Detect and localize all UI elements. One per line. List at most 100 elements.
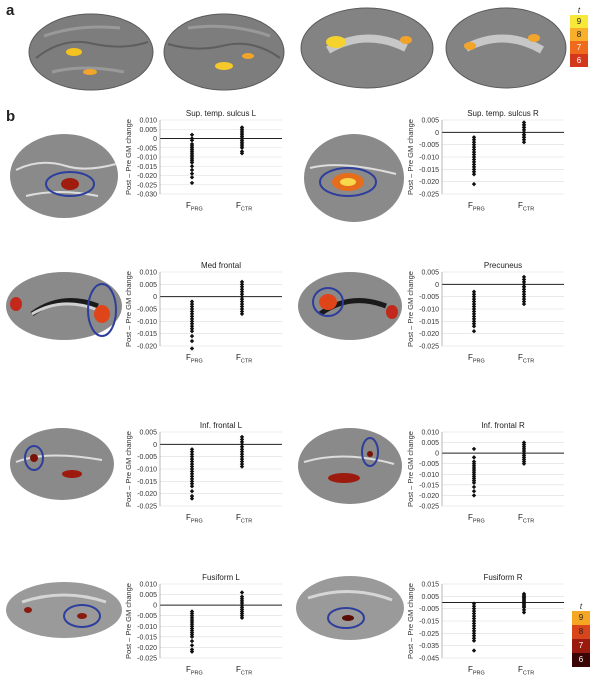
data-point-ctr [521, 294, 527, 299]
data-point-prg [471, 489, 477, 494]
y-tick-label: -0.020 [419, 493, 439, 500]
data-point-ctr [521, 461, 527, 466]
data-point-ctr [239, 461, 245, 467]
colorbar-top-cell-6: 6 [570, 54, 588, 67]
data-point-prg [471, 304, 477, 309]
data-point-ctr [521, 135, 527, 140]
data-point-ctr [521, 607, 527, 613]
data-point-prg [189, 301, 195, 307]
data-point-prg [471, 616, 477, 621]
plot-title: Inf. frontal R [481, 421, 525, 430]
scatter-plot-med-frontal: Med frontal 0.010 0.005 0 -0.005 -0.010 -0.015… [124, 261, 282, 365]
y-tick-label: -0.005 [137, 454, 157, 461]
data-point-ctr [239, 294, 245, 299]
panel-label-b: b [6, 108, 16, 125]
data-point-prg [189, 316, 195, 322]
y-tick-label: 0.005 [139, 592, 157, 599]
data-point-ctr [521, 120, 527, 125]
y-axis-label: Post – Pre GM change [406, 271, 415, 347]
y-tick-label: 0.005 [139, 430, 157, 437]
y-axis-label: Post – Pre GM change [406, 583, 415, 659]
colorbar-top-cell-7: 7 [570, 41, 588, 54]
x-tick-label-prg: FPRG [468, 201, 485, 213]
y-tick-label: 0.005 [421, 594, 439, 601]
data-point-ctr [521, 279, 527, 285]
y-tick-label: -0.010 [137, 624, 157, 631]
y-tick-label: -0.030 [137, 192, 157, 199]
data-point-prg [471, 306, 477, 312]
y-tick-label: -0.025 [137, 504, 157, 511]
data-point-ctr [521, 296, 527, 302]
y-tick-label: -0.025 [419, 344, 439, 351]
y-tick-label: -0.020 [137, 173, 157, 180]
data-point-prg [471, 167, 477, 172]
y-tick-label: -0.020 [419, 331, 439, 338]
data-point-prg [471, 137, 477, 142]
data-point-prg [471, 636, 477, 641]
data-point-ctr [239, 434, 245, 440]
y-tick-label: -0.015 [419, 167, 439, 174]
y-tick-label: -0.010 [419, 155, 439, 162]
data-point-prg [471, 314, 477, 319]
y-tick-label: -0.015 [137, 331, 157, 338]
data-point-ctr [521, 274, 527, 280]
y-tick-label: -0.025 [419, 192, 439, 199]
data-point-prg [189, 314, 195, 319]
data-point-prg [189, 346, 195, 351]
data-point-prg [471, 321, 477, 326]
y-tick-label: -0.010 [419, 472, 439, 479]
y-tick-label: 0 [435, 130, 439, 137]
x-tick-label-ctr: FCTR [236, 513, 252, 525]
data-point-prg [471, 292, 477, 297]
data-point-prg [189, 333, 195, 339]
brain-slice-med-frontal [6, 272, 122, 340]
y-tick-label: -0.005 [137, 307, 157, 314]
y-axis-label: Post – Pre GM change [124, 583, 133, 659]
y-tick-label: 0 [153, 603, 157, 610]
data-point-prg [471, 311, 477, 317]
data-point-prg [471, 159, 477, 165]
data-point-prg [189, 461, 195, 467]
y-tick-label: -0.025 [419, 631, 439, 638]
data-point-ctr [521, 137, 527, 142]
brain-slice-fusiform-r [296, 576, 404, 640]
data-point-prg [189, 132, 195, 137]
data-point-ctr [239, 301, 245, 307]
x-tick-label-prg: FPRG [186, 201, 203, 213]
data-point-prg [471, 142, 477, 147]
data-point-ctr [239, 151, 245, 156]
y-tick-label: 0.005 [421, 270, 439, 277]
x-tick-label-prg: FPRG [186, 665, 203, 677]
data-point-ctr [521, 301, 527, 307]
y-tick-label: 0.015 [421, 582, 439, 589]
data-point-prg [189, 464, 195, 469]
y-tick-label: -0.010 [137, 467, 157, 474]
plot-title: Precuneus [484, 261, 522, 270]
data-point-prg [189, 496, 195, 501]
data-point-ctr [239, 309, 245, 314]
x-tick-label-prg: FPRG [186, 353, 203, 365]
data-point-prg [189, 309, 195, 314]
data-point-prg [471, 455, 477, 460]
data-point-prg [471, 140, 477, 145]
scatter-plot-precuneus: Precuneus 0.005 0 -0.005 -0.010 -0.015 -0.020 -… [406, 261, 564, 365]
y-tick-label: -0.010 [419, 307, 439, 314]
colorbar-bottom-cell-7: 7 [572, 639, 590, 653]
data-point-prg [471, 149, 477, 155]
data-point-prg [471, 316, 477, 322]
y-tick-label: -0.025 [137, 182, 157, 189]
data-point-prg [189, 175, 195, 180]
data-point-ctr [521, 610, 527, 615]
data-point-ctr [521, 122, 527, 128]
data-point-ctr [521, 299, 527, 304]
data-point-prg [471, 144, 477, 150]
data-point-prg [189, 321, 195, 326]
y-tick-label: 0.005 [421, 440, 439, 447]
data-point-prg [471, 147, 477, 152]
data-point-ctr [239, 459, 245, 464]
brain-surface-left-lateral [28, 13, 154, 91]
data-point-prg [471, 299, 477, 304]
y-tick-label: 0.005 [421, 118, 439, 125]
x-tick-label-ctr: FCTR [236, 201, 252, 213]
